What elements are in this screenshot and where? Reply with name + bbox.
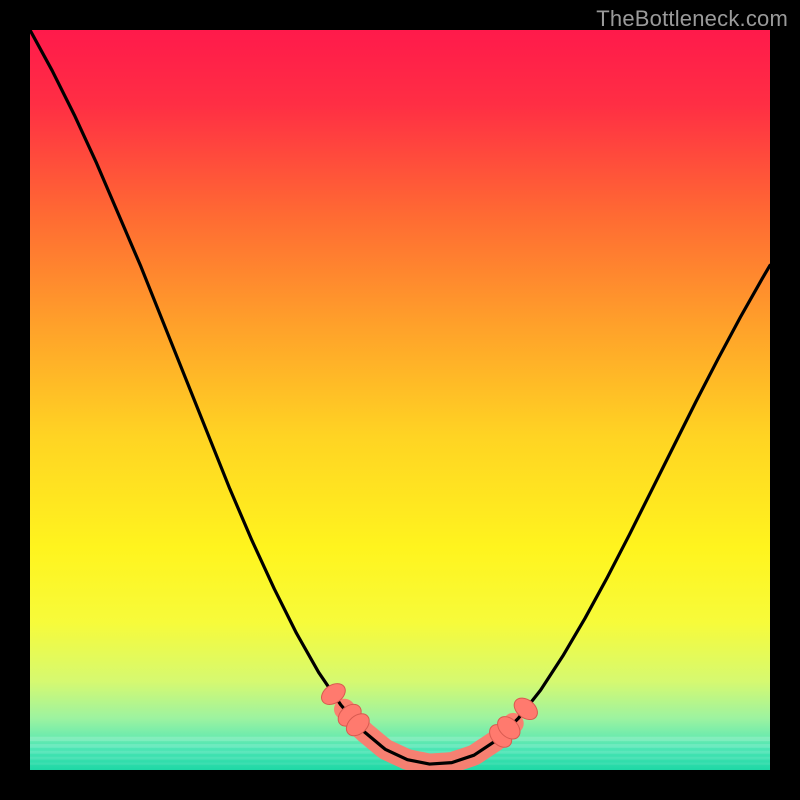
- chart-svg: [30, 30, 770, 770]
- gradient-background: [30, 30, 770, 770]
- gradient-stripe: [30, 737, 770, 741]
- chart-container: TheBottleneck.com: [0, 0, 800, 800]
- plot-area: [30, 30, 770, 770]
- watermark-text: TheBottleneck.com: [596, 6, 788, 32]
